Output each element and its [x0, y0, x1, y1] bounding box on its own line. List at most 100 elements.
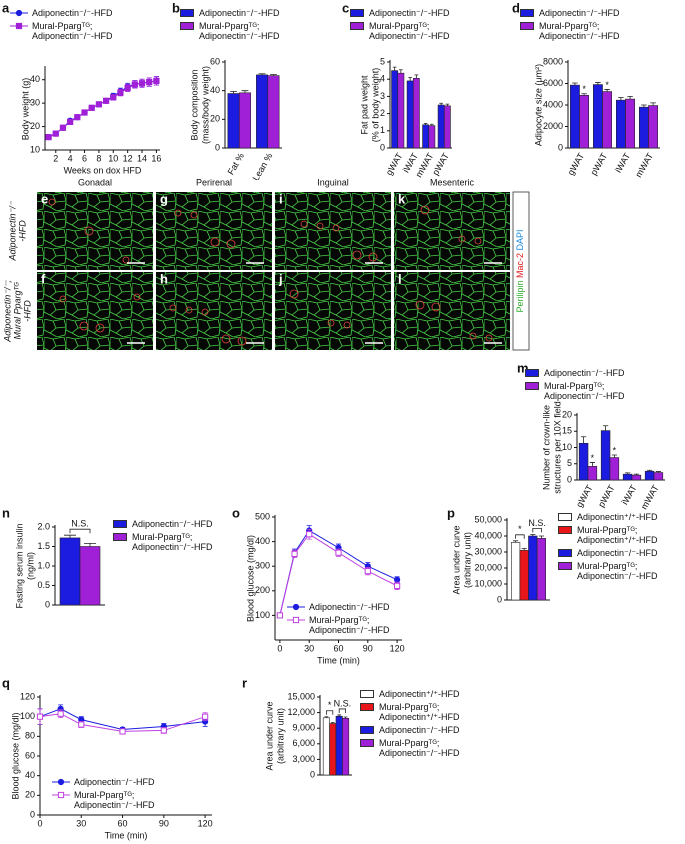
panel-label: k — [398, 191, 406, 206]
legend-swatch — [180, 9, 194, 17]
significance: * — [582, 84, 586, 94]
marker — [57, 710, 64, 717]
legend-symbol — [52, 791, 70, 799]
legend: Adiponectin⁻/⁻-HFD Mural-Ppargᵀᴳ; Adipone… — [350, 8, 508, 44]
comparison-label: * — [518, 524, 522, 534]
error-bar — [241, 90, 249, 93]
y-tick-label: 200 — [255, 585, 270, 595]
y-axis-label: (arbitrary unit) — [275, 708, 285, 764]
x-tick-label: 4 — [68, 153, 73, 163]
legend: Adiponectin⁻/⁻-HFD Mural-Ppargᵀᴳ; Adipone… — [287, 602, 402, 638]
crown-structure — [469, 332, 477, 340]
error-bar — [641, 104, 647, 108]
micrographs: Gonadal Perirenal Inguinal Mesenteric Adipon… — [2, 177, 530, 351]
crown-structure — [327, 319, 335, 327]
legend-swatch — [558, 526, 572, 534]
legend-label: Adiponectin⁻/⁻-HFD — [577, 548, 658, 558]
y-tick-label: 20 — [30, 121, 40, 131]
series-line — [279, 533, 398, 616]
bar — [644, 470, 655, 481]
y-tick-label: 20,000 — [474, 562, 502, 572]
error-bar — [445, 103, 450, 106]
crown-structure — [352, 250, 362, 260]
legend-item: Mural-Ppargᵀᴳ; Adiponectin⁻/⁻-HFD — [10, 21, 168, 41]
error-bar — [633, 473, 640, 476]
marker — [15, 9, 23, 17]
crown-structure — [221, 334, 231, 344]
bar — [406, 80, 414, 149]
legend-item: Adiponectin⁻/⁻-HFD — [525, 368, 683, 378]
bar — [536, 538, 546, 601]
chart: n 0 0.5 1.0 1.5 2.0 Fasting serum insulin (ng/m… — [2, 505, 105, 609]
micrograph-cells — [275, 272, 391, 350]
legend-item: Mural-Ppargᵀᴳ; Adiponectin⁻/⁻-HFD — [287, 615, 402, 635]
crown-structure — [420, 205, 430, 215]
legend-item: Mural-Ppargᵀᴳ; Adiponectin⁻/⁻-HFD — [360, 738, 683, 758]
legend-item: Adiponectin⁻/⁻-HFD — [10, 8, 168, 18]
x-tick-label: 60 — [118, 818, 128, 828]
y-axis-label: Area under curve — [264, 701, 274, 770]
legend-symbol — [10, 9, 28, 17]
legend-swatch — [113, 533, 127, 541]
legend-label: Adiponectin⁺/⁺-HFD — [379, 689, 460, 699]
bar — [342, 718, 350, 776]
error-bar — [611, 454, 618, 458]
y-tick-label: 8000 — [543, 56, 563, 66]
marker — [119, 728, 126, 735]
y-axis-label: Fat pad weight — [359, 75, 369, 135]
marker — [202, 713, 209, 720]
stain-box — [512, 191, 530, 351]
legend-swatch — [360, 690, 374, 698]
legend-swatch — [525, 382, 539, 390]
y-tick-label: 20 — [25, 790, 35, 800]
x-tick-label: 16 — [151, 153, 161, 163]
y-tick-label: 20 — [562, 409, 572, 419]
bar — [329, 723, 337, 776]
crown-structure — [95, 323, 105, 333]
comparison-bracket — [532, 528, 542, 533]
legend-item: Adiponectin⁻/⁻-HFD — [52, 777, 212, 787]
x-tick-label: Lean % — [251, 151, 275, 180]
y-tick-label: 0 — [567, 474, 572, 484]
x-axis-label: Time (min) — [105, 830, 148, 840]
legend-item: Adiponectin⁻/⁻-HFD — [287, 602, 402, 612]
bar — [511, 542, 521, 601]
y-tick-label: 400 — [255, 536, 270, 546]
marker — [292, 616, 300, 624]
y-tick-label: 4 — [380, 74, 385, 84]
x-tick-label: 0 — [277, 643, 282, 653]
legend-item: Adiponectin⁺/⁺-HFD — [558, 512, 683, 522]
legend-item: Mural-Ppargᵀᴳ; Adiponectin⁻/⁻-HFD — [113, 532, 233, 552]
legend-label: Adiponectin⁻/⁻-HFD — [32, 8, 113, 18]
marker — [335, 549, 342, 556]
legend-swatch — [360, 703, 374, 711]
marker — [291, 550, 298, 557]
chart: p 0 10,000 20,000 30,000 40,000 50,000 Area und… — [447, 505, 550, 604]
micrograph-cells — [156, 192, 272, 270]
comparison-bracket — [326, 710, 334, 715]
marker — [57, 791, 65, 799]
bar — [335, 715, 343, 776]
legend-swatch — [180, 22, 194, 30]
stain-name: Mac-2 — [515, 253, 525, 278]
legend-label: Mural-Ppargᵀᴳ; Adiponectin⁻/⁻-HFD — [577, 561, 658, 581]
y-tick-label: 40 — [30, 74, 40, 84]
marker — [74, 114, 81, 121]
error-bar — [398, 69, 403, 74]
error-bar — [521, 548, 527, 551]
legend: Adiponectin⁻/⁻-HFD Mural-Ppargᵀᴳ; Adipone… — [180, 8, 338, 44]
legend-label: Mural-Ppargᵀᴳ; Adiponectin⁻/⁻-HFD — [199, 21, 280, 41]
legend-label: Adiponectin⁻/⁻-HFD — [539, 8, 620, 18]
x-tick-label: 10 — [108, 153, 118, 163]
y-tick-label: 0 — [30, 809, 35, 819]
marker — [57, 778, 65, 786]
marker — [81, 109, 88, 116]
legend-item: Mural-Ppargᵀᴳ; Adiponectin⁻/⁻-HFD — [350, 21, 508, 41]
column-label: Perirenal — [196, 177, 232, 187]
y-tick-label: 0 — [45, 599, 50, 609]
crown-structure — [237, 336, 247, 346]
marker — [394, 582, 401, 589]
micrograph-cells — [156, 272, 272, 350]
legend-label: Mural-Ppargᵀᴳ; Adiponectin⁺/⁺-HFD — [379, 702, 460, 722]
y-tick-label: 40 — [210, 85, 220, 95]
